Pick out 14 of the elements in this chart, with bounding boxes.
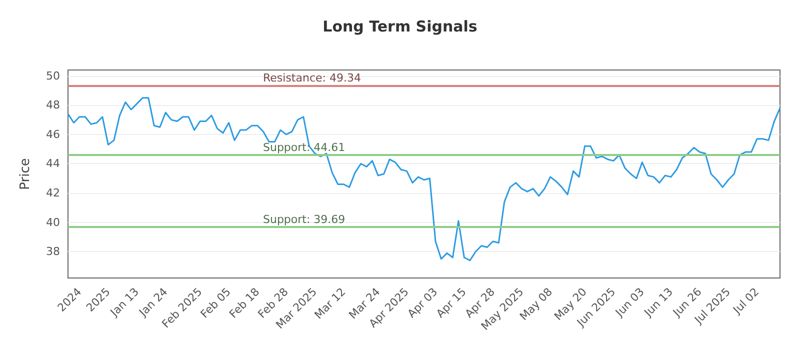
y-tick-label: 44 (46, 157, 60, 170)
y-tick-label: 40 (46, 216, 60, 229)
y-tick-label: 38 (46, 245, 60, 258)
x-tick-label: Jul 02 (730, 285, 762, 318)
ref-line-label: Support: 39.69 (263, 212, 346, 226)
y-tick-label: 42 (46, 186, 60, 200)
line-series (67, 97, 781, 262)
y-tick-label: 46 (46, 128, 60, 141)
y-tick-label: 50 (46, 69, 60, 82)
chart-title: Long Term Signals (322, 18, 478, 36)
ref-line-label: Resistance: 49.34 (263, 72, 361, 85)
y-tick-label: 48 (46, 98, 60, 112)
y-axis-title: Price (18, 158, 33, 190)
ref-line-label: Support: 44.61 (263, 140, 346, 154)
